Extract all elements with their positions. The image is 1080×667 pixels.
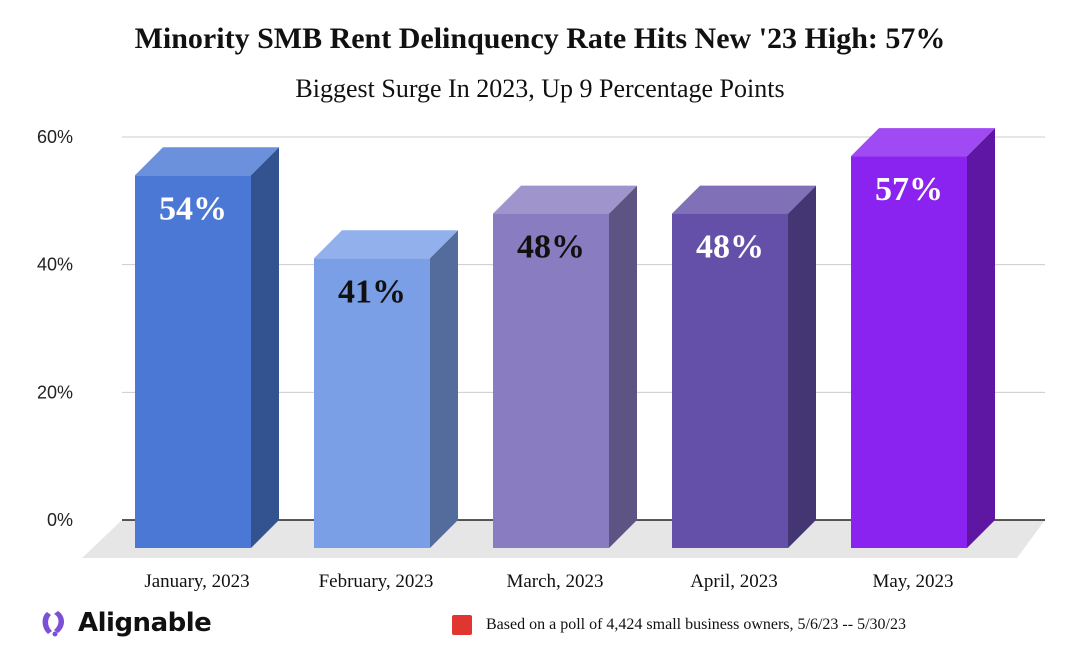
x-tick-label: February, 2023	[319, 571, 434, 592]
bar	[135, 175, 251, 549]
bar-top	[672, 185, 816, 214]
bar-side	[788, 185, 816, 548]
bar-side	[251, 147, 279, 549]
bar-top	[493, 185, 637, 214]
brand-name: Alignable	[78, 608, 212, 638]
bar-side	[967, 128, 995, 548]
bar-side	[609, 185, 637, 548]
bar-side	[430, 230, 458, 549]
chart-title: Minority SMB Rent Delinquency Rate Hits …	[134, 22, 946, 55]
source-note: Based on a poll of 4,424 small business …	[452, 615, 906, 635]
data-label: 54%	[159, 190, 227, 227]
x-tick-label: May, 2023	[872, 571, 953, 592]
bar	[851, 156, 967, 548]
bar-top	[314, 230, 458, 259]
y-tick-label: 20%	[37, 382, 73, 402]
data-label: 48%	[517, 229, 585, 266]
data-label: 57%	[875, 171, 943, 208]
data-label: 41%	[338, 273, 406, 310]
bar-top	[851, 128, 995, 157]
y-tick-label: 60%	[37, 127, 73, 147]
alignable-logo-icon	[42, 611, 64, 637]
bar-top	[135, 147, 279, 176]
y-tick-label: 0%	[47, 510, 73, 530]
x-tick-label: April, 2023	[690, 571, 778, 592]
bar	[493, 213, 609, 548]
bar	[314, 258, 430, 548]
bar	[672, 213, 788, 548]
x-tick-label: March, 2023	[506, 571, 603, 592]
x-tick-label: January, 2023	[144, 571, 249, 592]
bar-chart: 0% 20% 40% 60% 54% January, 2023 41% February, …	[37, 127, 1045, 592]
note-swatch	[452, 615, 472, 635]
chart-subtitle: Biggest Surge In 2023, Up 9 Percentage P…	[295, 74, 785, 103]
brand-logo: Alignable	[40, 608, 212, 638]
data-label: 48%	[696, 229, 764, 266]
note-text: Based on a poll of 4,424 small business …	[486, 616, 906, 633]
y-tick-label: 40%	[37, 255, 73, 275]
